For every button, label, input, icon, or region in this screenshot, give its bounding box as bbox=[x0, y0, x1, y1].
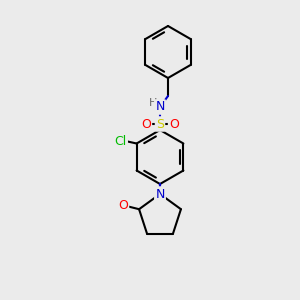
Text: Cl: Cl bbox=[115, 135, 127, 148]
Text: O: O bbox=[141, 118, 151, 130]
Text: N: N bbox=[155, 188, 165, 200]
Text: H: H bbox=[149, 98, 157, 108]
Text: S: S bbox=[156, 118, 164, 130]
Text: N: N bbox=[155, 100, 165, 113]
Text: O: O bbox=[118, 199, 128, 212]
Text: O: O bbox=[169, 118, 179, 130]
